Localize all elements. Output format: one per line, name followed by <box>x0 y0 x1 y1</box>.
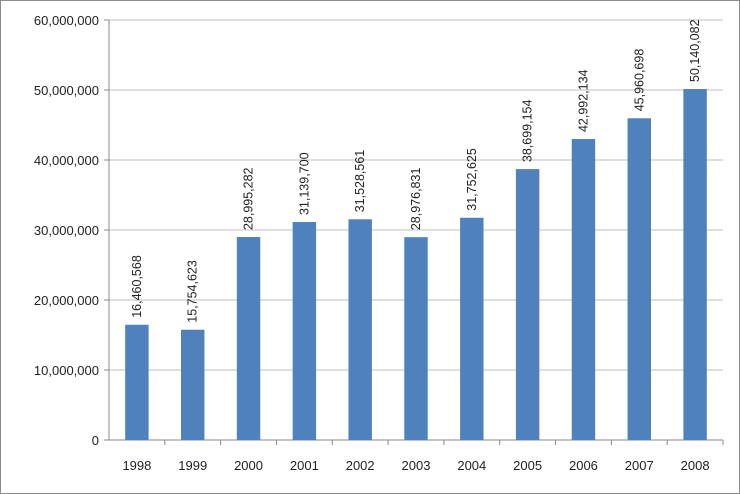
bar <box>515 169 540 440</box>
x-tick-label: 2003 <box>402 458 431 473</box>
bar <box>236 237 261 440</box>
data-label: 28,976,831 <box>409 168 423 231</box>
x-tick-label: 1998 <box>122 458 151 473</box>
data-label: 31,752,625 <box>465 148 479 211</box>
bar <box>404 237 428 440</box>
x-tick-label: 2002 <box>346 458 375 473</box>
data-label: 16,460,568 <box>130 255 144 318</box>
bar <box>460 217 484 440</box>
bar <box>348 219 372 440</box>
y-tick-label: 0 <box>92 433 99 448</box>
y-tick-label: 40,000,000 <box>34 153 99 168</box>
x-tick-label: 2000 <box>234 458 263 473</box>
y-axis-tick-labels: 0 10,000,000 20,000,000 30,000,000 40,000,00… <box>34 13 99 448</box>
bars <box>125 89 707 441</box>
x-tick-label: 2007 <box>625 458 654 473</box>
data-label: 15,754,623 <box>186 260 200 323</box>
x-axis-tick-labels: 1998 1999 2000 2001 2002 2003 2004 2005 2006 2007… <box>122 458 709 473</box>
bar <box>683 89 707 441</box>
gridlines <box>109 19 723 371</box>
x-tick-label: 2008 <box>681 458 710 473</box>
x-tick-label: 2001 <box>290 458 319 473</box>
x-tick-label: 1999 <box>178 458 207 473</box>
y-tick-label: 30,000,000 <box>34 223 99 238</box>
y-tick-label: 50,000,000 <box>34 83 99 98</box>
data-label: 38,699,154 <box>521 99 535 162</box>
x-tick-label: 2004 <box>457 458 486 473</box>
bar <box>125 324 149 440</box>
data-label: 28,995,282 <box>242 167 256 230</box>
data-label: 31,139,700 <box>297 152 311 215</box>
bar <box>181 329 205 440</box>
data-label: 45,960,698 <box>632 49 646 112</box>
bar <box>627 118 651 440</box>
x-tick-label: 2006 <box>569 458 598 473</box>
data-label: 42,992,134 <box>576 69 590 132</box>
bar <box>292 222 317 440</box>
x-tick-label: 2005 <box>513 458 542 473</box>
data-labels: 16,460,568 15,754,623 28,995,282 31,139,700… <box>130 19 702 322</box>
y-tick-label: 20,000,000 <box>34 293 99 308</box>
bar <box>571 139 596 441</box>
y-tick-label: 60,000,000 <box>34 13 99 28</box>
y-tick-label: 10,000,000 <box>34 363 99 378</box>
data-label: 31,528,561 <box>353 150 367 213</box>
data-label: 50,140,082 <box>688 19 702 82</box>
